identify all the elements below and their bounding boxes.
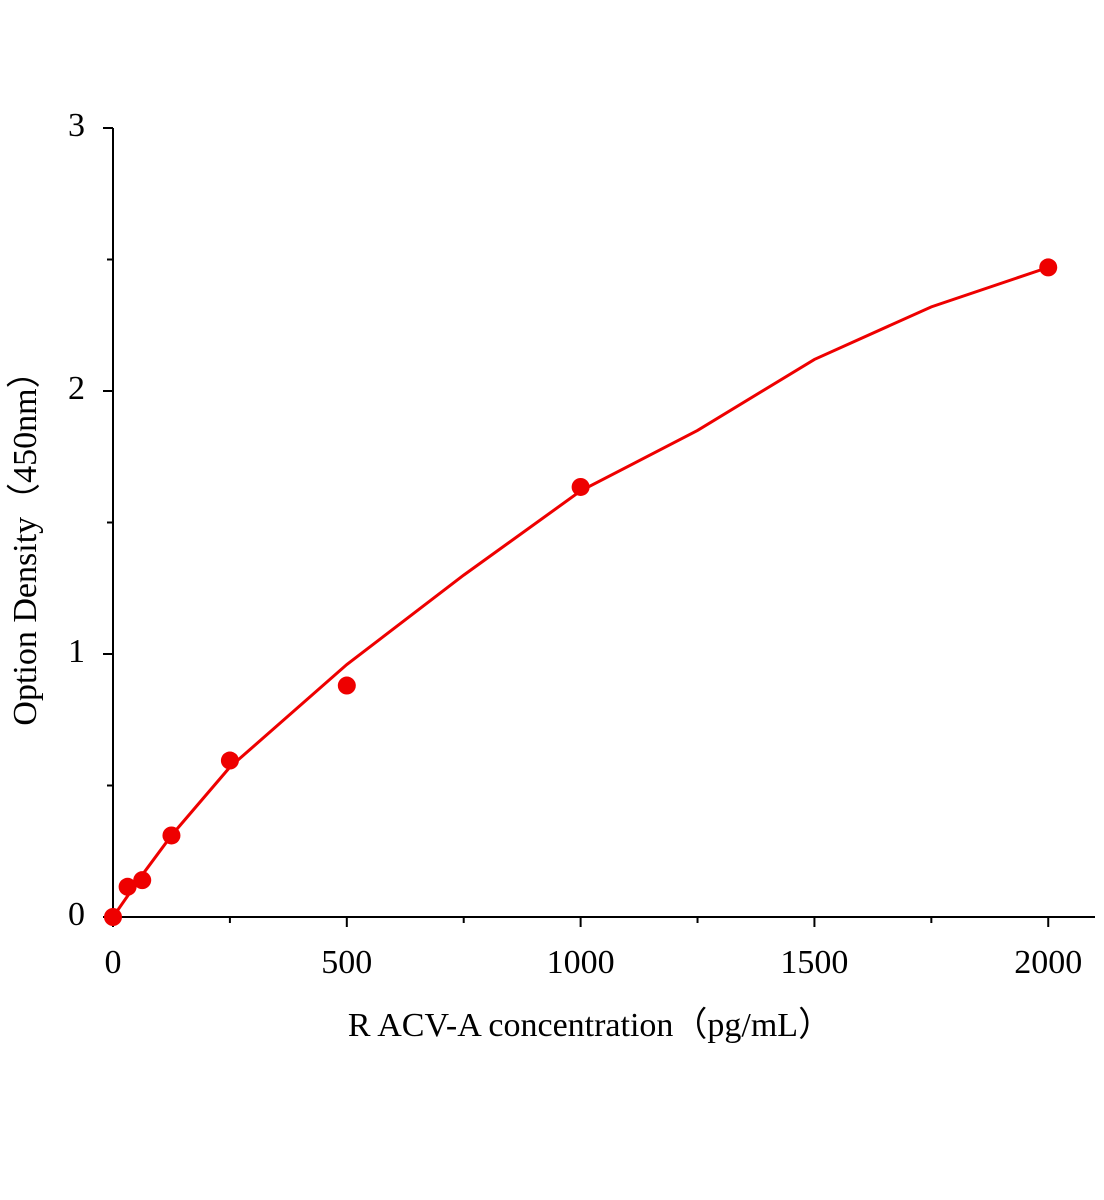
y-tick-label: 0 [68,896,85,933]
y-tick-label: 3 [68,107,85,144]
y-axis-label: Option Density（450nm） [6,354,44,725]
data-point [571,477,590,496]
data-point [162,826,181,845]
fit-curve [111,265,1049,918]
data-point [133,871,152,890]
data-point [337,676,356,695]
data-point [1039,258,1058,277]
y-tick-label: 2 [68,370,85,407]
x-tick-label: 0 [105,944,122,981]
data-point [104,908,122,926]
x-tick-label: 1000 [547,944,615,981]
y-tick-label: 1 [68,633,85,670]
x-axis-label: R ACV-A concentration（pg/mL） [348,1006,832,1044]
x-tick-label: 500 [321,944,372,981]
x-tick-label: 1500 [780,944,848,981]
data-point [118,877,137,896]
data-point [220,751,239,770]
x-tick-label: 2000 [1014,944,1082,981]
